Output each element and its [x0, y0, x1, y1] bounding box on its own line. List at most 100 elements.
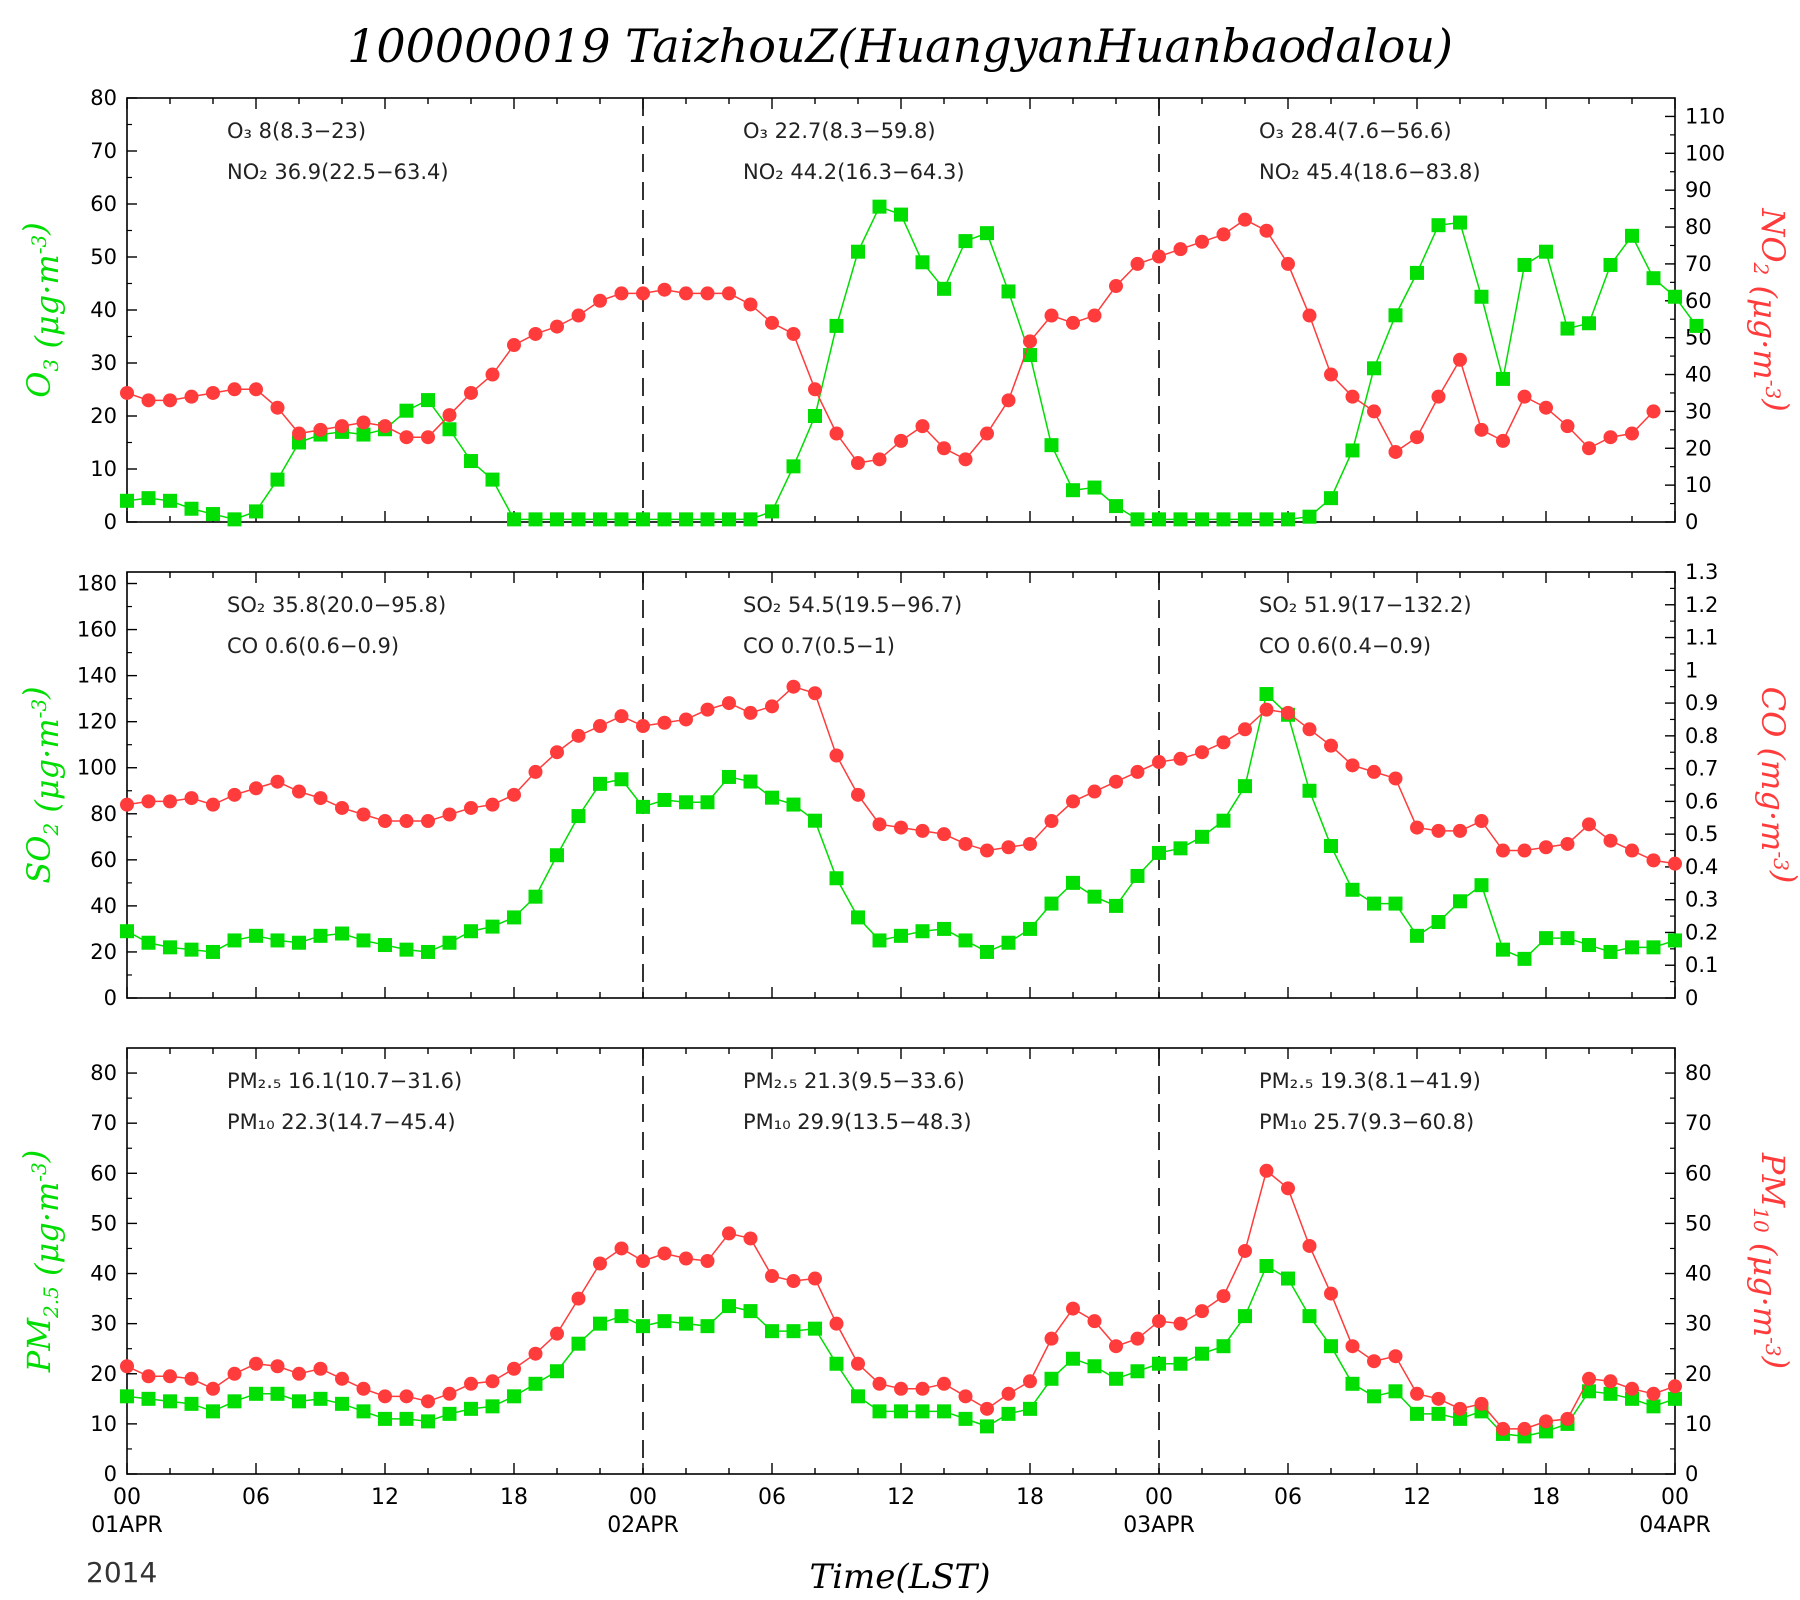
right-axis-label: CO (mg·m-3) — [1754, 687, 1800, 884]
data-point-square — [1238, 512, 1252, 527]
data-point-square — [765, 790, 779, 805]
data-point-square — [1195, 829, 1209, 844]
series-line-right — [126, 685, 1676, 865]
annotation-line1: SO₂ 35.8(20.0−95.8) — [227, 593, 446, 617]
data-point-square — [442, 422, 457, 437]
data-point-square — [894, 928, 908, 943]
data-point-square — [1238, 779, 1252, 794]
left-tick-label: 40 — [90, 298, 117, 322]
data-point-square — [249, 1386, 263, 1401]
annotation-line2: PM₁₀ 25.7(9.3−60.8) — [1259, 1110, 1474, 1134]
data-point-circle — [1281, 256, 1295, 271]
data-point-circle — [1345, 1339, 1360, 1354]
data-point-circle — [1388, 771, 1403, 786]
data-point-square — [1431, 915, 1446, 930]
data-point-circle — [206, 1381, 220, 1396]
data-point-circle — [872, 817, 887, 832]
data-point-circle — [786, 1274, 801, 1289]
data-point-square — [743, 512, 758, 527]
data-point-circle — [184, 791, 199, 806]
data-point-square — [937, 921, 951, 936]
data-point-circle — [765, 1269, 779, 1284]
data-point-circle — [1539, 840, 1553, 855]
left-axis-label: SO2 (μg·m-3) — [16, 686, 66, 883]
right-tick-label: 1.2 — [1685, 593, 1718, 617]
data-point-circle — [1668, 856, 1682, 871]
data-point-circle — [1087, 1314, 1102, 1329]
data-point-circle — [1023, 1374, 1037, 1389]
right-tick-label: 90 — [1685, 178, 1712, 202]
data-point-circle — [1582, 441, 1596, 456]
data-point-circle — [163, 393, 177, 408]
data-point-circle — [550, 1326, 564, 1341]
data-point-circle — [915, 1381, 930, 1396]
data-point-square — [829, 318, 844, 333]
data-point-circle — [1087, 784, 1102, 799]
data-point-square — [1259, 512, 1274, 527]
data-point-circle — [1044, 308, 1059, 323]
data-point-square — [829, 1356, 844, 1371]
data-point-circle — [743, 705, 758, 720]
data-point-square — [1130, 512, 1145, 527]
data-point-circle — [1109, 774, 1123, 789]
data-point-square — [163, 493, 177, 508]
data-point-circle — [743, 297, 758, 312]
data-point-circle — [1130, 256, 1145, 271]
data-point-circle — [270, 1359, 285, 1374]
data-point-square — [1001, 1406, 1016, 1421]
data-point-circle — [829, 426, 844, 441]
data-point-circle — [1560, 419, 1575, 434]
left-tick-label: 30 — [90, 351, 117, 375]
data-point-square — [1453, 215, 1467, 230]
data-point-square — [1001, 935, 1016, 950]
data-point-square — [1582, 316, 1596, 331]
right-tick-label: 30 — [1685, 399, 1712, 423]
data-point-circle — [313, 1361, 328, 1376]
data-point-circle — [851, 456, 865, 471]
data-point-circle — [528, 764, 543, 779]
x-tick-label: 18 — [1016, 1485, 1044, 1510]
data-point-square — [851, 910, 865, 925]
data-point-circle — [786, 326, 801, 341]
left-tick-label: 40 — [90, 894, 117, 918]
right-tick-label: 80 — [1685, 215, 1712, 239]
data-point-circle — [356, 415, 371, 430]
data-point-square — [1582, 1384, 1596, 1399]
data-point-circle — [184, 1371, 199, 1386]
left-axis-label: O3 (μg·m-3) — [16, 222, 66, 397]
data-point-square — [399, 942, 414, 957]
left-tick-label: 20 — [90, 404, 117, 428]
data-point-circle — [1517, 389, 1532, 404]
data-point-square — [722, 1299, 736, 1314]
data-point-square — [1087, 480, 1102, 495]
data-point-square — [1646, 271, 1661, 286]
data-point-circle — [829, 748, 844, 763]
data-point-circle — [1431, 389, 1446, 404]
data-point-square — [528, 1376, 543, 1391]
data-point-circle — [1345, 389, 1360, 404]
data-point-circle — [700, 286, 715, 301]
left-tick-label: 0 — [104, 1462, 117, 1486]
right-tick-label: 10 — [1685, 1412, 1712, 1436]
data-point-circle — [227, 1366, 242, 1381]
left-tick-label: 20 — [90, 1362, 117, 1386]
right-tick-label: 60 — [1685, 289, 1712, 313]
data-point-square — [571, 1336, 586, 1351]
data-point-circle — [743, 1231, 758, 1246]
data-point-circle — [1302, 1238, 1317, 1253]
data-point-circle — [399, 814, 414, 829]
x-day-label: 03APR — [1123, 1513, 1195, 1538]
right-tick-label: 0.7 — [1685, 757, 1718, 781]
data-point-circle — [1410, 820, 1424, 835]
left-tick-label: 50 — [90, 245, 117, 269]
data-point-circle — [1173, 242, 1188, 257]
data-point-square — [571, 512, 586, 527]
data-point-square — [593, 1316, 607, 1331]
left-tick-label: 120 — [77, 710, 117, 734]
annotation-line2: CO 0.7(0.5−1) — [743, 634, 895, 658]
data-point-circle — [1668, 1379, 1682, 1394]
data-point-circle — [1625, 1381, 1639, 1396]
data-point-square — [851, 244, 865, 259]
data-point-square — [399, 1411, 414, 1426]
data-point-square — [700, 512, 715, 527]
